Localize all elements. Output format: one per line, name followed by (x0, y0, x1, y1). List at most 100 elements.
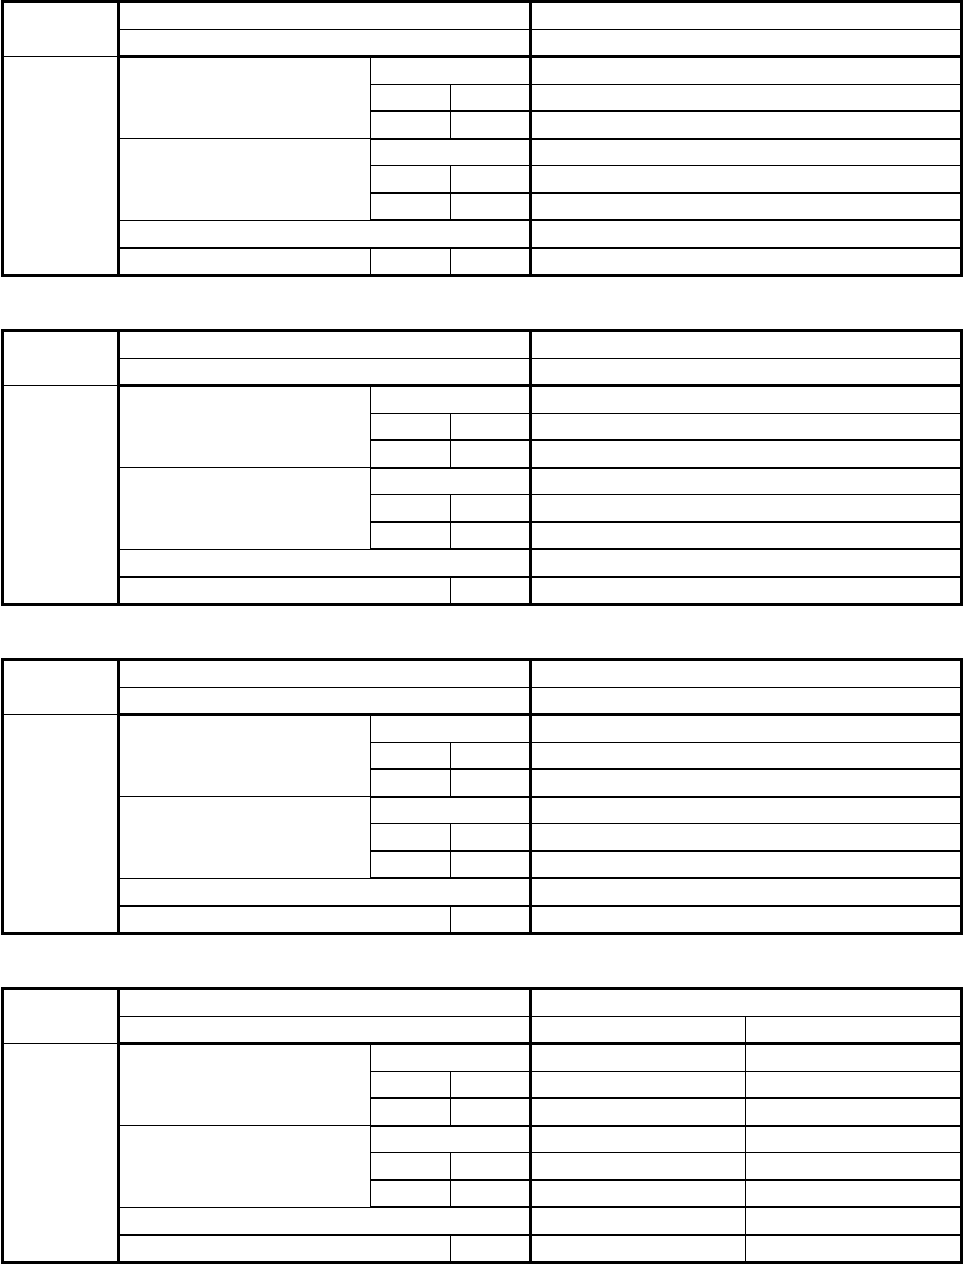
table-cell-bcd (118, 988, 531, 1017)
table-row (3, 28, 962, 58)
table-cell-c (370, 439, 451, 469)
table-cell-e2 (745, 1125, 962, 1153)
table-row (3, 905, 962, 934)
table-cell-c (370, 823, 451, 852)
table-cell-b (118, 1125, 371, 1208)
table-cell-a (2, 385, 120, 605)
table-cell-e (529, 850, 962, 879)
table-cell-cd (370, 714, 531, 743)
table-cell-c (370, 521, 451, 550)
table-cell-bcd (118, 1, 531, 30)
table-cell-e (529, 686, 962, 716)
table-cell-e1 (529, 1070, 746, 1099)
table-cell-e1 (529, 1015, 746, 1045)
table-cell-c (370, 192, 451, 221)
table-row (3, 467, 962, 550)
table-row (3, 494, 962, 523)
table-cell-c (370, 83, 451, 112)
table-row (3, 796, 962, 879)
table-cell-b (118, 138, 371, 221)
table-cell-e (529, 521, 962, 550)
table-cell-e (529, 165, 962, 194)
table-row (3, 357, 962, 387)
table-row (3, 192, 962, 221)
table-cell-bcd (118, 1206, 531, 1236)
table-row (3, 1234, 962, 1263)
table-cell-a (2, 1, 120, 57)
table-cell-e (529, 385, 962, 414)
table-row (3, 1179, 962, 1208)
table-row (3, 1152, 962, 1181)
table-row (2, 1043, 962, 1263)
table-cell-c (370, 741, 451, 770)
table-cell-bc (118, 1234, 451, 1263)
form-table (1, 658, 963, 935)
table-cell-e (529, 714, 962, 743)
table-cell-d (450, 823, 531, 852)
table-row (3, 686, 962, 716)
table-cell-d (450, 110, 531, 140)
table-cell-e2 (745, 1097, 962, 1127)
table-cell-e (529, 28, 962, 58)
table-cell-d (450, 165, 531, 194)
table-cell-d (450, 768, 531, 798)
table-cell-c (370, 1179, 451, 1208)
table-row (2, 1, 962, 57)
table-cell-d (450, 1070, 531, 1099)
table-cell-cd (370, 796, 531, 824)
table-cell-b (118, 56, 371, 139)
table-cell-e1 (529, 1125, 746, 1153)
table-cell-e (529, 110, 962, 140)
table-cell-e2 (745, 1043, 962, 1072)
table-cell-d (450, 494, 531, 523)
table-cell-bcd (118, 686, 531, 716)
table-row (3, 768, 962, 798)
table-cell-bcd (118, 219, 531, 249)
table-cell-d (450, 439, 531, 469)
table-cell-bcd (118, 1015, 531, 1045)
table-row (3, 83, 962, 112)
table-row (3, 1206, 962, 1236)
table-cell-e1 (529, 1179, 746, 1208)
table-cell-bc (118, 576, 451, 605)
table-row (3, 247, 962, 276)
table-cell-d (450, 412, 531, 441)
table-cell-d (450, 576, 531, 605)
table-cell-e (529, 412, 962, 441)
table-cell-d (450, 741, 531, 770)
table-row (3, 1097, 962, 1127)
table-cell-d (450, 1097, 531, 1127)
table-cell-b (118, 247, 371, 276)
table-cell-a (2, 714, 120, 934)
table-cell-d (450, 1234, 531, 1263)
table-cell-a (2, 56, 120, 276)
table-cell-c (370, 247, 451, 276)
table-cell-e1 (529, 1152, 746, 1181)
table-cell-a (2, 330, 120, 386)
table-cell-c (370, 494, 451, 523)
table-cell-e1 (529, 1234, 746, 1263)
table-row (3, 439, 962, 469)
table-cell-d (450, 1179, 531, 1208)
table-cell-b (118, 467, 371, 550)
table-row (2, 659, 962, 715)
table-cell-d (450, 1152, 531, 1181)
table-cell-b (118, 796, 371, 879)
table-row (3, 576, 962, 605)
table-cell-e (529, 988, 962, 1017)
table-row (2, 385, 962, 605)
table-row (3, 412, 962, 441)
table-cell-e2 (745, 1234, 962, 1263)
table-cell-d (450, 192, 531, 221)
table-cell-e (529, 494, 962, 523)
table-cell-e1 (529, 1206, 746, 1236)
table-cell-e2 (745, 1152, 962, 1181)
table-cell-bcd (118, 659, 531, 688)
table-row (3, 219, 962, 249)
table-cell-b (118, 385, 371, 468)
table-cell-c (370, 768, 451, 798)
table-row (3, 1015, 962, 1045)
table-cell-e2 (745, 1070, 962, 1099)
table-cell-c (370, 1070, 451, 1099)
table-cell-bcd (118, 877, 531, 907)
